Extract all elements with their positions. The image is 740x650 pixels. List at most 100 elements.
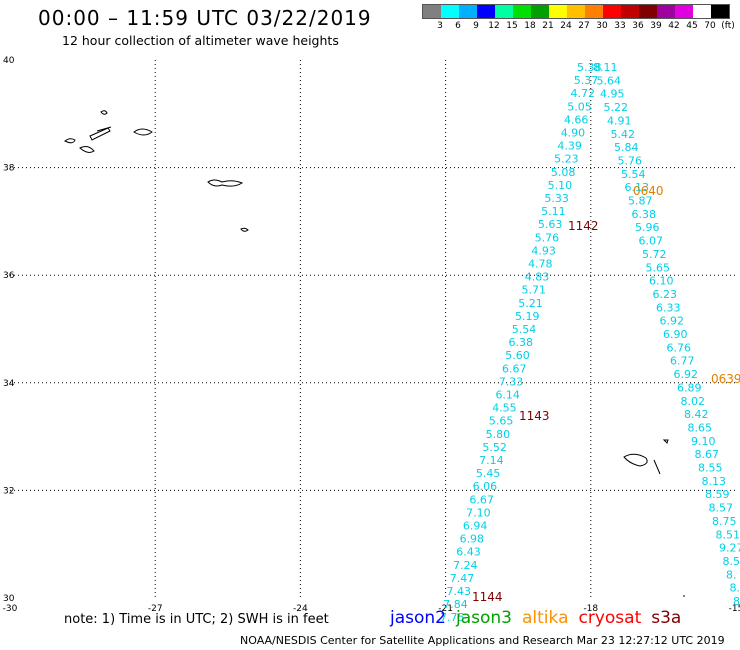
satellite-legend-item: jason3 bbox=[456, 608, 512, 628]
swh-value-pass-0640: 6.38 bbox=[632, 208, 657, 221]
swh-value-pass-0640: 6.13 bbox=[625, 181, 650, 194]
units-note: note: 1) Time is in UTC; 2) SWH is in fe… bbox=[64, 612, 329, 627]
legend-swatch bbox=[477, 5, 495, 18]
color-scale-bar bbox=[422, 4, 730, 19]
satellite-legend: jason2 jason3 altika cryosat s3a bbox=[390, 608, 691, 628]
swh-value-pass-1142: 5.52 bbox=[482, 441, 507, 454]
swh-value-pass-0640: 4.91 bbox=[607, 114, 632, 127]
swh-value-pass-0640: 5.64 bbox=[597, 74, 622, 87]
legend-tick-label: 30 bbox=[596, 21, 608, 31]
legend-swatch bbox=[531, 5, 549, 18]
canary-island bbox=[662, 439, 669, 444]
swh-value-pass-0640: 9.27 bbox=[719, 542, 740, 555]
swh-value-pass-1142: 5.05 bbox=[567, 100, 592, 113]
swh-value-pass-1142: 6.94 bbox=[463, 520, 488, 533]
longitude-tick-label: -24 bbox=[293, 604, 308, 614]
swh-value-pass-1142: 5.65 bbox=[489, 415, 514, 428]
legend-tick-label: 12 bbox=[488, 21, 500, 31]
pass-time-label: 0639 bbox=[711, 372, 740, 386]
legend-swatch bbox=[567, 5, 585, 18]
latitude-tick-label: 40 bbox=[3, 56, 15, 66]
swh-value-pass-1142: 5.71 bbox=[522, 284, 547, 297]
swh-value-pass-1142: 6.67 bbox=[502, 362, 527, 375]
satellite-legend-item: s3a bbox=[651, 608, 682, 628]
latitude-tick-label: 34 bbox=[3, 379, 15, 389]
swh-value-pass-1142: 7.14 bbox=[479, 454, 504, 467]
swh-value-pass-0640: 8.5 bbox=[723, 555, 740, 568]
swh-value-pass-0640: 8.11 bbox=[593, 61, 618, 74]
legend-swatch bbox=[585, 5, 603, 18]
legend-tick-label: 45 bbox=[686, 21, 698, 31]
swh-value-pass-0640: 9.10 bbox=[691, 435, 716, 448]
legend-swatch bbox=[639, 5, 657, 18]
swh-value-pass-1142: 5.45 bbox=[476, 467, 501, 480]
porto-santo-island bbox=[240, 227, 249, 232]
swh-value-pass-1142: 6.98 bbox=[460, 533, 485, 546]
swh-value-pass-0640: 8. bbox=[730, 582, 740, 595]
swh-value-pass-1142: 6.67 bbox=[469, 493, 494, 506]
swh-value-pass-0640: 5.54 bbox=[621, 168, 646, 181]
legend-tick-label: 21 bbox=[542, 21, 554, 31]
swh-value-pass-0640: 8.59 bbox=[705, 488, 730, 501]
swh-value-pass-1142: 4.78 bbox=[528, 258, 553, 271]
canary-island bbox=[653, 459, 661, 475]
swh-value-pass-0640: 5.22 bbox=[604, 101, 629, 114]
swh-value-pass-1142: 7.24 bbox=[453, 559, 478, 572]
legend-tick-label: 70 bbox=[704, 21, 716, 31]
legend-tick-label: 42 bbox=[668, 21, 680, 31]
map-title: 00:00 – 11:59 UTC 03/22/2019 bbox=[38, 6, 372, 30]
legend-swatch bbox=[549, 5, 567, 18]
swh-value-pass-0640: 8.51 bbox=[716, 528, 740, 541]
azores-island bbox=[79, 146, 95, 153]
swh-value-pass-0640: 5.87 bbox=[628, 195, 653, 208]
legend-swatch bbox=[675, 5, 693, 18]
legend-tick-label: 9 bbox=[473, 21, 479, 31]
longitude-tick-label: -15 bbox=[729, 604, 740, 614]
swh-value-pass-0640: 8. bbox=[726, 568, 737, 581]
swh-value-pass-1142: 7.33 bbox=[499, 375, 524, 388]
legend-tick-label: (ft) bbox=[721, 21, 735, 31]
swh-value-pass-0640: 5.96 bbox=[635, 221, 660, 234]
legend-tick-label: 24 bbox=[560, 21, 572, 31]
latitude-tick-label: 36 bbox=[3, 271, 15, 281]
satellite-legend-item: altika bbox=[522, 608, 569, 628]
legend-swatch bbox=[657, 5, 675, 18]
swh-value-pass-1142: 5.23 bbox=[554, 153, 579, 166]
swh-value-pass-0640: 8.75 bbox=[712, 515, 737, 528]
swh-value-pass-0640: 8.55 bbox=[698, 462, 723, 475]
legend-swatch bbox=[423, 5, 441, 18]
pass-time-label: 1144 bbox=[472, 590, 503, 604]
legend-swatch bbox=[513, 5, 531, 18]
swh-value-pass-0640: 6.76 bbox=[667, 341, 692, 354]
swh-value-pass-0640: 5.76 bbox=[618, 154, 643, 167]
latitude-tick-label: 32 bbox=[3, 486, 14, 496]
swh-value-pass-1142: 7.75 bbox=[440, 611, 465, 624]
swh-value-pass-0640: 5.72 bbox=[642, 248, 667, 261]
swh-value-pass-1142: 5.11 bbox=[541, 205, 566, 218]
swh-value-pass-0640: 5.42 bbox=[611, 128, 636, 141]
legend-tick-label: 33 bbox=[614, 21, 626, 31]
map-grid: -30 -27 -24 -21 -18 -15 30 32 34 36 38 40 bbox=[3, 56, 740, 614]
altimeter-tracks: 5.385.374.725.054.664.904.395.235.085.10… bbox=[440, 61, 740, 624]
swh-value-pass-1142: 5.19 bbox=[515, 310, 540, 323]
legend-swatch bbox=[621, 5, 639, 18]
swh-value-pass-0640: 6.92 bbox=[674, 368, 699, 381]
swh-value-pass-1142: 5.10 bbox=[548, 179, 573, 192]
pass-time-label: 1142 bbox=[568, 219, 599, 233]
swh-value-pass-0640: 6.90 bbox=[663, 328, 688, 341]
swh-value-pass-1142: 4.39 bbox=[557, 140, 582, 153]
latitude-tick-label: 38 bbox=[3, 164, 15, 174]
swh-value-pass-0640: 6.10 bbox=[649, 275, 674, 288]
swh-value-pass-0640: 8.02 bbox=[681, 395, 706, 408]
legend-swatch bbox=[441, 5, 459, 18]
satellite-legend-item: jason2 bbox=[390, 608, 446, 628]
azores-island bbox=[64, 138, 76, 144]
coastline-layer bbox=[64, 110, 685, 597]
swh-value-pass-1142: 7.10 bbox=[466, 506, 491, 519]
longitude-tick-label: -30 bbox=[3, 604, 18, 614]
swh-value-pass-0640: 5.65 bbox=[646, 261, 671, 274]
swh-value-pass-1142: 4.93 bbox=[531, 244, 556, 257]
legend-swatch bbox=[495, 5, 513, 18]
swh-value-pass-1142: 6.06 bbox=[473, 480, 498, 493]
